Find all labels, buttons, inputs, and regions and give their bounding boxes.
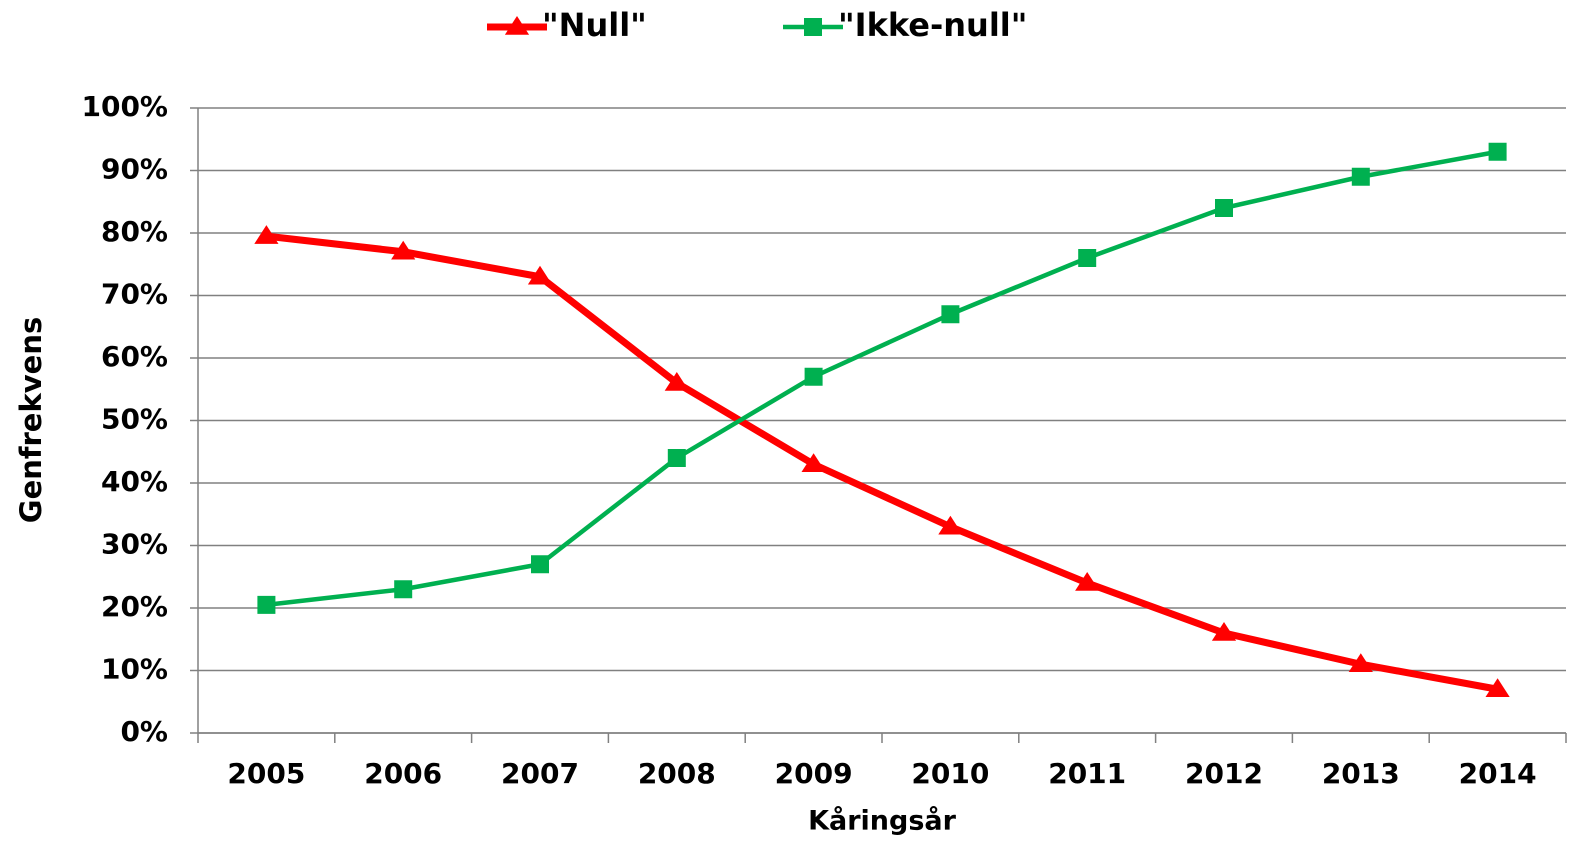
data-point [938, 515, 963, 535]
y-tick-label: 90% [101, 153, 168, 186]
x-tick-label: 2009 [775, 757, 853, 790]
data-point [664, 372, 689, 391]
data-point [667, 449, 686, 467]
x-tick-label: 2008 [638, 757, 716, 790]
data-point [391, 240, 416, 260]
data-point [394, 580, 413, 599]
data-point [531, 555, 549, 574]
legend-label: "Ikke-null" [838, 6, 1027, 44]
data-point [1351, 167, 1370, 186]
data-point [254, 225, 279, 244]
y-tick-label: 80% [101, 215, 168, 248]
y-tick-label: 100% [81, 90, 168, 123]
x-tick-label: 2006 [364, 757, 442, 790]
data-point [1075, 572, 1100, 591]
legend-marker [504, 16, 530, 35]
data-point [1078, 249, 1097, 267]
x-tick-label: 2014 [1459, 757, 1537, 790]
series-line [266, 232, 1499, 693]
x-tick-label: 2011 [1048, 757, 1126, 790]
y-tick-label: 50% [101, 403, 168, 436]
y-tick-label: 20% [101, 590, 168, 623]
data-point [804, 367, 823, 386]
data-point [1485, 678, 1510, 697]
y-tick-label: 70% [101, 278, 168, 311]
x-tick-label: 2012 [1185, 757, 1263, 790]
data-point [1488, 142, 1507, 161]
data-point [1348, 653, 1373, 672]
y-tick-label: 60% [101, 340, 168, 373]
y-tick-label: 40% [101, 465, 168, 498]
series-line [266, 149, 1499, 608]
x-axis-title: Kåringsår [808, 805, 957, 837]
data-point [257, 595, 276, 614]
y-tick-label: 10% [101, 653, 168, 686]
y-tick-label: 0% [120, 715, 168, 748]
data-point [941, 305, 960, 324]
data-point [1211, 622, 1237, 641]
y-axis-title: Genfrekvens [14, 317, 48, 523]
data-point [1215, 199, 1233, 217]
x-tick-label: 2010 [911, 757, 989, 790]
y-tick-label: 30% [101, 528, 168, 561]
legend-marker [804, 18, 822, 36]
x-tick-label: 2013 [1322, 757, 1400, 790]
x-tick-label: 2007 [501, 757, 579, 790]
data-point [527, 265, 553, 285]
data-point [801, 453, 826, 472]
legend-label: "Null" [542, 6, 647, 44]
x-tick-label: 2005 [227, 757, 305, 790]
